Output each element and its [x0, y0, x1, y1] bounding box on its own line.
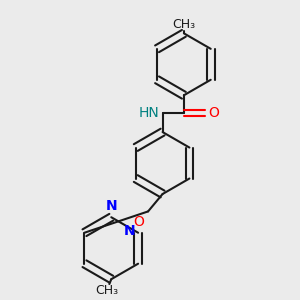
Text: O: O	[133, 215, 144, 229]
Text: N: N	[124, 224, 135, 238]
Text: N: N	[106, 200, 117, 213]
Text: CH₃: CH₃	[172, 18, 195, 32]
Text: O: O	[208, 106, 219, 120]
Text: HN: HN	[139, 106, 160, 120]
Text: CH₃: CH₃	[95, 284, 118, 297]
